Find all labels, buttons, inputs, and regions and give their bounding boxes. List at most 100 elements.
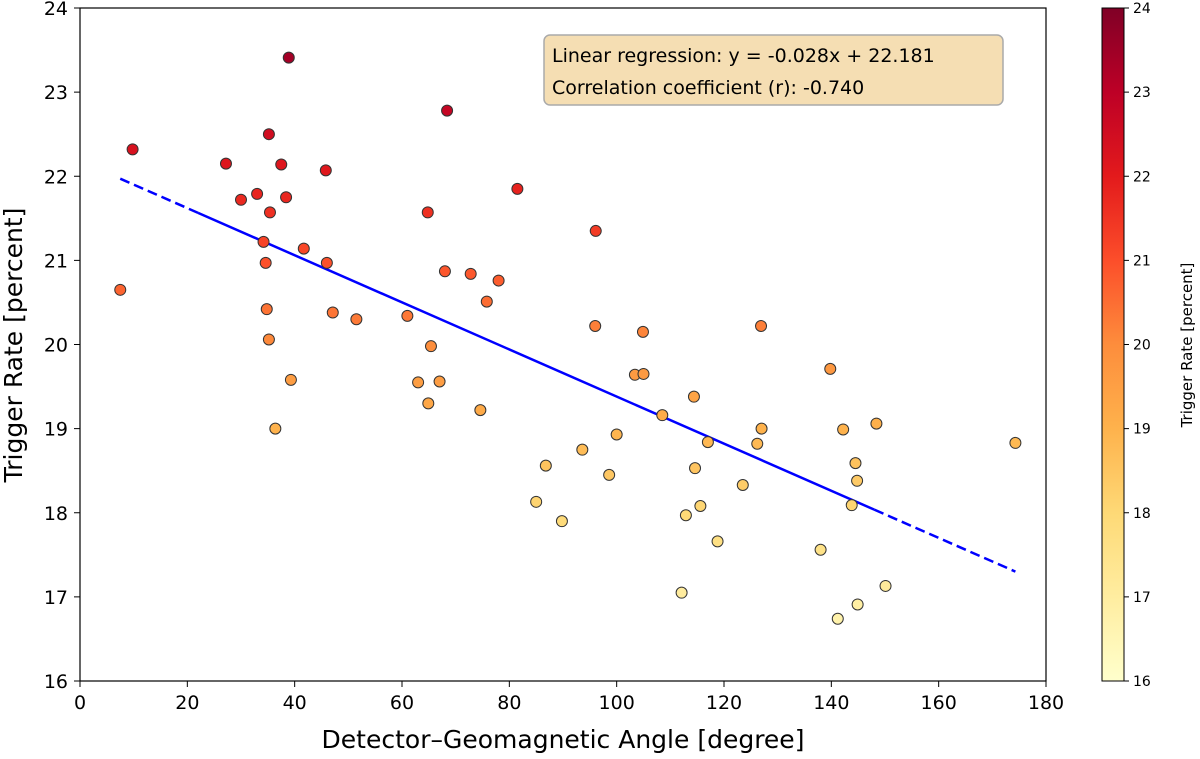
data-point xyxy=(297,242,310,255)
data-point xyxy=(424,340,437,353)
data-point xyxy=(687,390,700,403)
data-point xyxy=(259,256,272,269)
data-point xyxy=(755,422,768,435)
data-point xyxy=(326,306,339,319)
data-point xyxy=(751,437,764,450)
x-tick-label: 140 xyxy=(813,692,849,714)
colorbar-tick-label: 18 xyxy=(1133,506,1151,522)
annotation-regression: Linear regression: y = -0.028x + 22.181 xyxy=(552,45,935,67)
x-tick-label: 180 xyxy=(1028,692,1064,714)
data-point xyxy=(257,235,270,248)
y-tick-label: 19 xyxy=(44,419,68,441)
data-point xyxy=(511,182,524,195)
data-point xyxy=(350,313,363,326)
colorbar-label: Trigger Rate [percent] xyxy=(1178,263,1196,429)
data-point xyxy=(251,187,264,200)
regression-line-solid xyxy=(197,211,875,511)
data-point xyxy=(530,495,543,508)
annotation-box: Linear regression: y = -0.028x + 22.181 … xyxy=(543,34,1004,106)
data-point xyxy=(711,535,724,548)
x-tick-label: 80 xyxy=(497,692,521,714)
data-point xyxy=(262,333,275,346)
annotation-correlation: Correlation coefficient (r): -0.740 xyxy=(552,77,864,99)
data-point xyxy=(837,423,850,436)
colorbar-tick-label: 17 xyxy=(1133,590,1151,606)
x-tick-label: 0 xyxy=(74,692,86,714)
data-point xyxy=(319,164,332,177)
regression-line xyxy=(119,177,1016,573)
y-tick-label: 24 xyxy=(44,0,68,20)
x-tick-label: 120 xyxy=(706,692,742,714)
y-tick-label: 23 xyxy=(44,82,68,104)
data-point xyxy=(589,224,602,237)
data-point xyxy=(126,143,139,156)
data-point xyxy=(851,598,864,611)
x-tick-label: 20 xyxy=(175,692,199,714)
data-point xyxy=(555,515,568,528)
data-point xyxy=(401,309,414,322)
data-point xyxy=(275,158,288,171)
regression-line-dashed-end xyxy=(873,508,1016,573)
data-point xyxy=(870,417,883,430)
data-point xyxy=(114,283,127,296)
x-tick-label: 100 xyxy=(599,692,635,714)
data-point xyxy=(824,362,837,375)
data-point xyxy=(474,404,487,417)
data-point xyxy=(701,436,714,449)
colorbar-tick-label: 24 xyxy=(1133,1,1151,17)
colorbar-tick-label: 20 xyxy=(1133,338,1151,354)
data-point xyxy=(675,586,688,599)
data-point xyxy=(412,376,425,389)
data-point xyxy=(284,373,297,386)
data-point xyxy=(851,474,864,487)
regression-line-dashed-start xyxy=(119,177,199,214)
data-point xyxy=(421,206,434,219)
data-point xyxy=(636,325,649,338)
plot-frame xyxy=(79,7,1047,682)
data-point xyxy=(736,478,749,491)
y-tick-label: 17 xyxy=(44,587,68,609)
data-point xyxy=(235,193,247,206)
data-point xyxy=(849,457,862,470)
data-point xyxy=(282,51,295,64)
data-point xyxy=(269,422,282,435)
data-point xyxy=(610,428,623,441)
data-point xyxy=(589,319,602,332)
data-point xyxy=(689,462,702,475)
data-point xyxy=(637,367,650,380)
data-point xyxy=(1009,436,1022,449)
data-point xyxy=(814,543,827,556)
x-tick-label: 40 xyxy=(283,692,307,714)
data-point xyxy=(320,256,333,269)
data-point xyxy=(262,128,275,141)
data-point xyxy=(831,612,844,625)
data-point xyxy=(694,500,707,513)
colorbar: 16 17 18 19 20 21 22 23 24 Trigger Rate [percent… xyxy=(1101,1,1196,690)
colorbar-tick-label: 16 xyxy=(1133,674,1151,690)
data-point xyxy=(539,459,552,472)
y-tick-label: 18 xyxy=(44,503,68,525)
data-point xyxy=(219,157,232,170)
data-point xyxy=(492,274,505,287)
colorbar-tick-label: 22 xyxy=(1133,169,1151,185)
data-point xyxy=(280,191,293,204)
colorbar-tick-label: 23 xyxy=(1133,85,1151,101)
data-point xyxy=(441,104,454,117)
colorbar-tick-label: 21 xyxy=(1133,253,1151,269)
data-point xyxy=(260,303,273,316)
y-tick-label: 22 xyxy=(44,166,68,188)
x-axis-label: Detector–Geomagnetic Angle [degree] xyxy=(322,725,805,754)
y-axis-label: Trigger Rate [percent] xyxy=(0,208,28,484)
x-tick-label: 60 xyxy=(390,692,414,714)
data-point xyxy=(263,206,276,219)
data-point xyxy=(433,375,446,388)
data-point xyxy=(576,443,589,456)
y-tick-label: 16 xyxy=(44,671,68,693)
y-tick-label: 21 xyxy=(44,250,68,272)
data-point xyxy=(845,499,858,512)
data-point xyxy=(464,267,477,280)
data-point xyxy=(656,409,669,422)
data-point xyxy=(679,509,692,522)
data-point xyxy=(480,295,493,308)
